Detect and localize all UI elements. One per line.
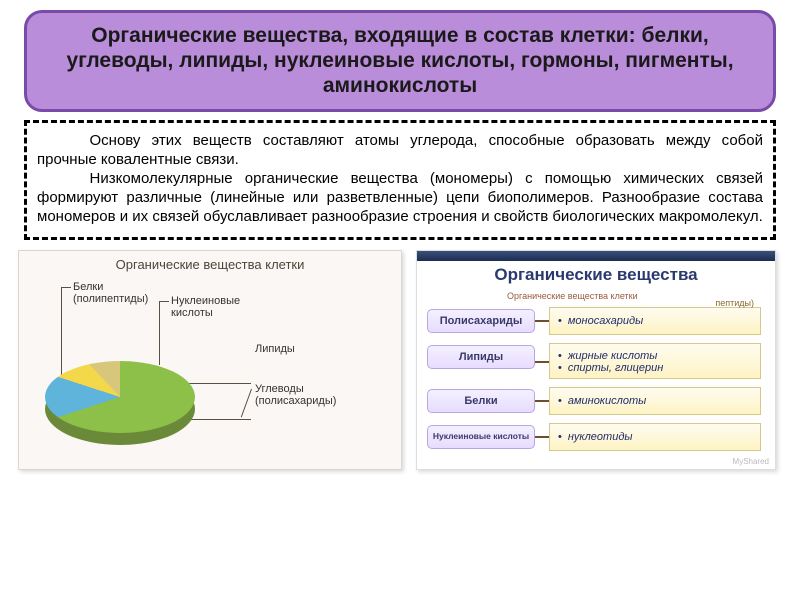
legend-lipids: Липиды: [255, 343, 295, 355]
detail-polysaccharides: пептиды) •моносахариды: [549, 307, 761, 335]
row-polysaccharides: Полисахариды пептиды) •моносахариды: [427, 307, 765, 337]
pie-3d: [45, 361, 195, 451]
charts-row: Органические вещества клетки Белки (поли…: [18, 250, 782, 470]
label-nucleic: Нуклеиновые кислоты: [427, 425, 535, 449]
body-paragraph-2: Низкомолекулярные органические вещества …: [37, 169, 763, 227]
pie-chart-title: Органические вещества клетки: [19, 257, 401, 272]
row-lipids: Липиды •жирные кислоты •спирты, глицерин: [427, 343, 765, 381]
row-proteins: Белки •аминокислоты: [427, 387, 765, 417]
detail-proteins: •аминокислоты: [549, 387, 761, 415]
label-proteins: Белки: [427, 389, 535, 413]
category-chart-card: Органические вещества Органические вещес…: [416, 250, 776, 470]
row-nucleic: Нуклеиновые кислоты •нуклеотиды: [427, 423, 765, 453]
label-lipids: Липиды: [427, 345, 535, 369]
detail-nucleic: •нуклеотиды: [549, 423, 761, 451]
category-chart-title: Органические вещества: [417, 265, 775, 285]
legend-nucleic: Нуклеиновые кислоты: [171, 295, 240, 319]
pie-chart-card: Органические вещества клетки Белки (поли…: [18, 250, 402, 470]
legend-carbs: Углеводы (полисахариды): [255, 383, 336, 407]
body-paragraph-1: Основу этих веществ составляют атомы угл…: [37, 131, 763, 169]
category-chart-topbar: [417, 251, 775, 261]
detail-lipids: •жирные кислоты •спирты, глицерин: [549, 343, 761, 379]
category-chart-subtitle: Органические вещества клетки: [507, 291, 638, 301]
legend-proteins: Белки (полипептиды): [73, 281, 148, 305]
watermark: MyShared: [733, 457, 769, 466]
label-polysaccharides: Полисахариды: [427, 309, 535, 333]
body-text-box: Основу этих веществ составляют атомы угл…: [24, 120, 776, 240]
slide-title: Органические вещества, входящие в состав…: [24, 10, 776, 112]
